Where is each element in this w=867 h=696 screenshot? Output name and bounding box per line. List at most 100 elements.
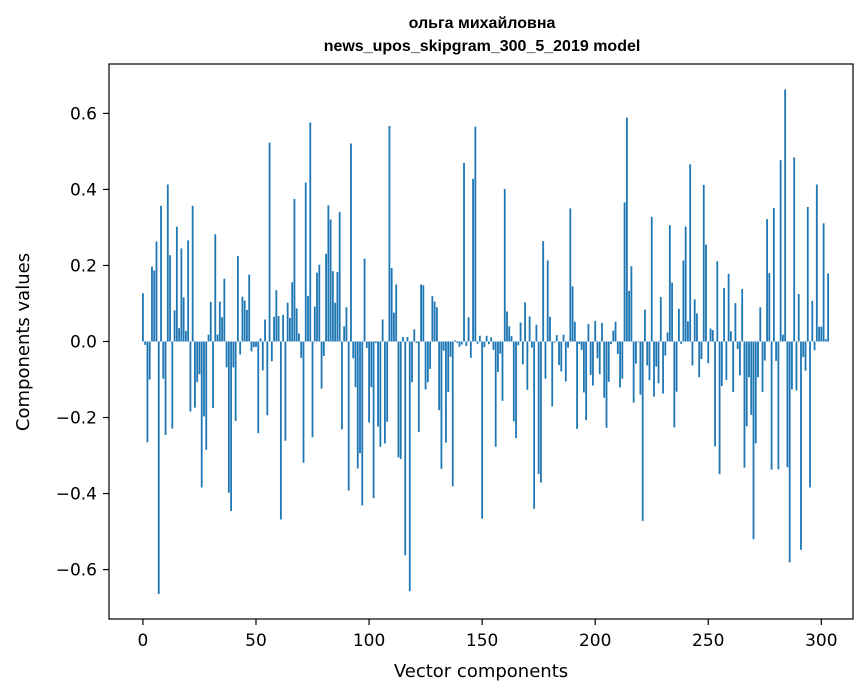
bar-266 bbox=[743, 341, 746, 468]
bar-164 bbox=[512, 341, 515, 422]
bar-179 bbox=[546, 260, 549, 342]
bar-series bbox=[142, 89, 830, 594]
y-axis-ticks: −0.6 −0.4 −0.2 0.0 0.2 0.4 0.6 bbox=[56, 104, 109, 581]
bar-7 bbox=[157, 341, 160, 594]
bar-181 bbox=[551, 341, 554, 407]
bar-19 bbox=[184, 330, 187, 342]
bar-141 bbox=[460, 341, 463, 345]
bar-82 bbox=[327, 205, 330, 342]
y-axis-label: Components values bbox=[13, 253, 34, 431]
bar-290 bbox=[797, 293, 800, 342]
bar-300 bbox=[820, 326, 823, 342]
bar-63 bbox=[284, 341, 287, 441]
bar-245 bbox=[696, 313, 698, 342]
bar-73 bbox=[307, 295, 309, 342]
bar-32 bbox=[214, 234, 217, 342]
bar-29 bbox=[207, 334, 210, 342]
bar-299 bbox=[818, 326, 820, 342]
bar-109 bbox=[388, 125, 391, 342]
bar-225 bbox=[650, 216, 653, 342]
bar-25 bbox=[198, 341, 201, 375]
bar-215 bbox=[628, 290, 631, 342]
bar-236 bbox=[675, 341, 678, 392]
bar-145 bbox=[469, 341, 472, 358]
chart-title: ольга михайловна bbox=[409, 15, 556, 32]
bar-235 bbox=[673, 341, 676, 428]
bar-135 bbox=[447, 341, 450, 393]
bar-16 bbox=[178, 328, 181, 342]
y-tick-label-4: 0.2 bbox=[70, 256, 97, 276]
bar-152 bbox=[485, 335, 488, 342]
bar-56 bbox=[268, 142, 271, 342]
bar-265 bbox=[741, 289, 744, 342]
bar-156 bbox=[494, 341, 497, 447]
bar-219 bbox=[637, 341, 640, 343]
x-axis-ticks: 0 50 100 150 200 250 300 bbox=[138, 619, 838, 651]
bar-122 bbox=[417, 341, 420, 432]
bar-81 bbox=[325, 253, 327, 342]
bar-17 bbox=[180, 248, 183, 342]
bar-132 bbox=[440, 341, 443, 469]
bar-100 bbox=[368, 341, 370, 423]
bar-76 bbox=[313, 306, 316, 342]
bar-251 bbox=[709, 328, 712, 342]
x-tick-label-200: 200 bbox=[579, 631, 611, 651]
bar-185 bbox=[560, 341, 563, 372]
bar-193 bbox=[578, 341, 581, 345]
bar-143 bbox=[465, 341, 468, 347]
bar-199 bbox=[592, 341, 594, 386]
bar-0 bbox=[142, 293, 144, 342]
bar-57 bbox=[270, 341, 273, 362]
bar-94 bbox=[354, 341, 357, 388]
x-axis-label: Vector components bbox=[394, 661, 568, 682]
bar-209 bbox=[614, 321, 617, 342]
bar-133 bbox=[442, 341, 445, 351]
bar-65 bbox=[289, 317, 291, 342]
bar-210 bbox=[616, 341, 619, 355]
bar-130 bbox=[436, 307, 438, 342]
bar-118 bbox=[408, 341, 411, 592]
bar-155 bbox=[492, 341, 495, 350]
bar-6 bbox=[155, 241, 158, 342]
bar-108 bbox=[386, 341, 389, 422]
bar-48 bbox=[250, 341, 253, 352]
x-tick-label-250: 250 bbox=[692, 631, 724, 651]
bar-221 bbox=[641, 341, 644, 521]
bar-287 bbox=[791, 341, 793, 390]
y-tick-label-2: −0.2 bbox=[56, 409, 97, 429]
bar-263 bbox=[736, 341, 739, 350]
chart-subtitle: news_upos_skipgram_300_5_2019 model bbox=[324, 38, 641, 55]
bar-121 bbox=[415, 341, 418, 344]
bar-226 bbox=[653, 341, 655, 397]
bar-110 bbox=[390, 268, 393, 342]
bar-136 bbox=[449, 341, 452, 357]
bar-90 bbox=[345, 307, 348, 342]
bar-253 bbox=[714, 341, 716, 447]
bar-175 bbox=[537, 341, 540, 475]
bar-79 bbox=[320, 341, 323, 389]
bar-289 bbox=[795, 341, 798, 391]
bar-38 bbox=[227, 341, 230, 493]
y-tick-label-0: −0.6 bbox=[56, 561, 97, 581]
bar-242 bbox=[689, 164, 692, 342]
bar-140 bbox=[458, 341, 461, 347]
bar-190 bbox=[571, 286, 574, 342]
bar-184 bbox=[558, 341, 560, 366]
bar-160 bbox=[503, 189, 506, 342]
bar-276 bbox=[766, 219, 768, 342]
bar-40 bbox=[232, 341, 235, 368]
bar-279 bbox=[772, 208, 775, 342]
bar-83 bbox=[329, 219, 332, 342]
bar-207 bbox=[610, 341, 612, 345]
bar-42 bbox=[237, 255, 239, 342]
bar-259 bbox=[727, 273, 730, 342]
bar-36 bbox=[223, 278, 226, 342]
bar-114 bbox=[399, 341, 402, 459]
bar-189 bbox=[569, 208, 572, 342]
bar-33 bbox=[216, 334, 219, 342]
bar-96 bbox=[359, 341, 361, 454]
bar-222 bbox=[644, 309, 646, 342]
bar-254 bbox=[716, 261, 719, 342]
bar-194 bbox=[580, 341, 583, 350]
bar-47 bbox=[248, 274, 251, 342]
